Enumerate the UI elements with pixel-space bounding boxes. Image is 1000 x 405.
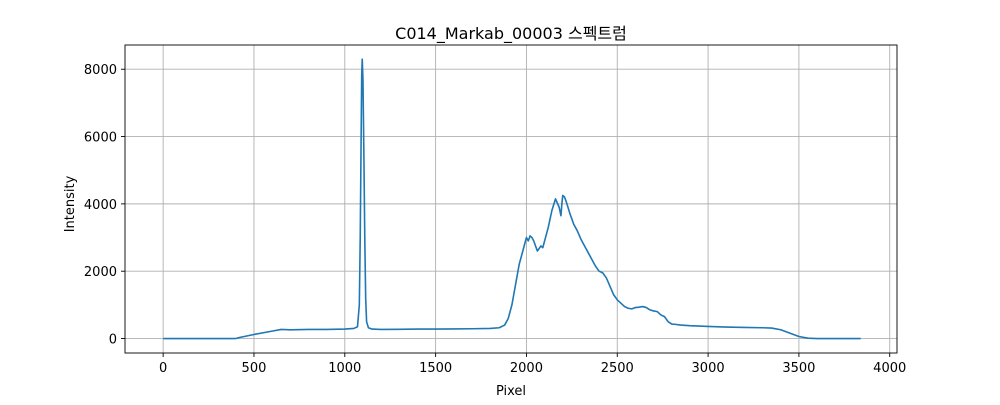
y-tick-label: 2000 [84, 265, 117, 280]
y-tick-label: 6000 [84, 131, 117, 146]
x-tick-label: 1500 [419, 361, 452, 376]
x-tick-label: 4000 [873, 361, 906, 376]
x-axis-label: Pixel [496, 384, 526, 399]
grid-layer [125, 45, 897, 353]
x-tick-label: 3000 [692, 361, 725, 376]
x-tick-label: 2500 [601, 361, 634, 376]
x-tick-label: 2000 [510, 361, 543, 376]
y-tick-label: 0 [109, 333, 117, 348]
tick-layer: 0 500 1000 1500 2000 2500 3000 3500 4000 0 2000 400… [84, 63, 906, 376]
x-tick-label: 500 [242, 361, 267, 376]
plot-frame [124, 44, 898, 354]
y-tick-label: 4000 [84, 198, 117, 213]
y-axis-label: Intensity [63, 175, 78, 232]
chart-title: C014_Markab_00003 스펙트럼 [395, 24, 627, 44]
x-tick-label: 1000 [328, 361, 361, 376]
y-tick-label: 8000 [84, 63, 117, 78]
spectrum-line [163, 58, 861, 340]
line-layer [163, 58, 861, 340]
x-tick-label: 0 [159, 361, 167, 376]
x-tick-label: 3500 [782, 361, 815, 376]
